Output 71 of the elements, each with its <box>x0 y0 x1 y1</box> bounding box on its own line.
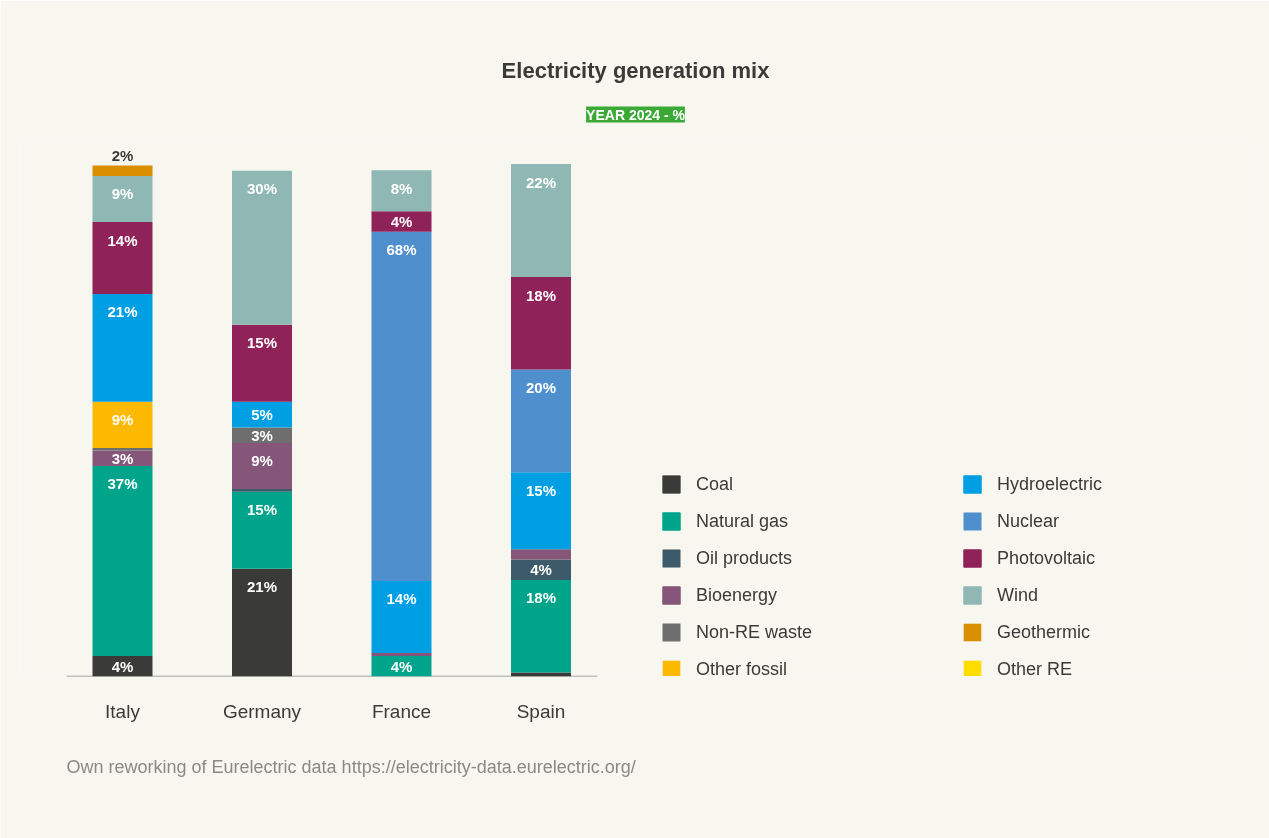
data-label: 37% <box>107 475 138 493</box>
bar <box>511 277 571 370</box>
data-label: 4% <box>530 561 552 579</box>
bar <box>371 231 432 581</box>
bar <box>511 672 571 677</box>
legend-label: Other fossil <box>696 658 789 678</box>
data-label: 14% <box>386 590 417 608</box>
legend-label: Coal <box>696 473 735 495</box>
text: YEAR 2024 - % <box>586 106 686 123</box>
bar <box>92 175 153 223</box>
data-label: 3% <box>251 426 273 444</box>
data-label: 14% <box>107 231 138 249</box>
data-label: 3% <box>111 449 134 467</box>
x-tick-label: Germany <box>222 700 302 722</box>
x-tick-label: France <box>371 700 432 722</box>
data-label: 9% <box>111 185 134 203</box>
data-label: 21% <box>246 578 278 596</box>
bar <box>232 489 292 492</box>
data-label: 20% <box>525 378 557 396</box>
data-label: 18% <box>525 286 557 304</box>
data-label: 9% <box>251 452 273 470</box>
legend-label: Hydroelectric <box>997 473 1104 495</box>
legend-label: Wind <box>997 584 1039 606</box>
data-label: 4% <box>390 213 413 231</box>
legend-label: Oil products <box>696 547 794 569</box>
bar <box>232 170 292 325</box>
data-label: 4% <box>390 657 413 675</box>
x-tick-label: Spain <box>516 700 566 722</box>
data-label: 22% <box>525 173 557 191</box>
legend-label: Nuclear <box>997 510 1061 532</box>
bar <box>232 491 292 569</box>
text: Own reworking of Eurelectric data https://electricity-data.eurelectric.org/ <box>66 756 636 777</box>
data-label: 21% <box>107 303 138 321</box>
legend-label: Non-RE waste <box>696 621 814 643</box>
data-label: 8% <box>390 179 413 197</box>
data-label: 9% <box>111 411 134 429</box>
bar <box>92 465 153 656</box>
bar <box>92 222 153 294</box>
data-label: 2% <box>111 147 134 165</box>
bar <box>371 211 432 232</box>
chart-title: Electricity generation mix <box>501 57 771 83</box>
bar <box>232 568 292 677</box>
bar <box>511 549 571 560</box>
data-label: 15% <box>525 481 557 499</box>
legend-label: Other RE <box>997 658 1074 678</box>
data-label: 5% <box>251 406 273 424</box>
data-label: 68% <box>386 241 417 259</box>
legend-label: Photovoltaic <box>997 547 1097 569</box>
bar <box>232 324 292 402</box>
data-label: 4% <box>111 657 134 675</box>
bar <box>511 579 571 673</box>
bar <box>511 472 571 550</box>
bar <box>92 293 153 402</box>
legend-label: Geothermic <box>997 621 1092 643</box>
bar <box>92 165 153 176</box>
data-label: 15% <box>246 501 278 519</box>
x-tick-label: Italy <box>105 700 141 722</box>
bar <box>92 448 153 451</box>
data-label: 30% <box>246 180 278 198</box>
bar <box>232 442 292 490</box>
bar <box>511 164 571 278</box>
legend-label: Bioenergy <box>696 584 779 606</box>
legend-label: Natural gas <box>696 510 790 532</box>
bar <box>92 401 153 449</box>
data-label: 18% <box>525 589 557 607</box>
bar <box>371 581 432 653</box>
data-label: 15% <box>246 334 278 352</box>
bar <box>371 652 432 656</box>
bar <box>371 170 432 212</box>
bar <box>511 369 571 473</box>
bar <box>511 559 571 580</box>
